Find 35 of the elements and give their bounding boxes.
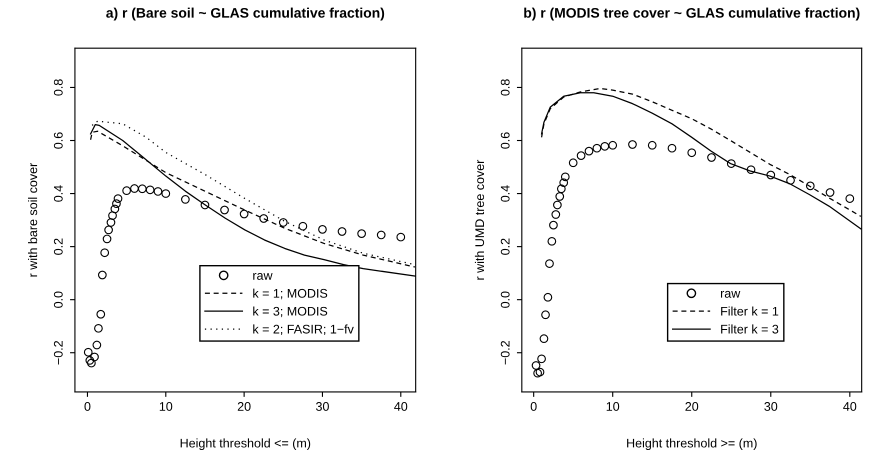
y-tick-label: 0.6	[500, 132, 510, 149]
x-axis-title: Height threshold <= (m)	[180, 438, 310, 450]
x-tick-label: 10	[160, 402, 172, 411]
legend-label: k = 1; MODIS	[253, 288, 328, 300]
y-axis-title: r with UMD tree cover	[474, 160, 484, 280]
y-tick-label: 0.2	[500, 238, 510, 255]
legend-label: raw	[253, 273, 273, 280]
y-tick-label: −0.2	[54, 341, 63, 364]
y-tick-label: 0.4	[54, 185, 63, 202]
y-tick-label: 0.0	[54, 291, 63, 308]
x-tick-label: 20	[238, 402, 251, 411]
y-tick-label: 0.8	[500, 79, 510, 96]
y-tick-label: 0.2	[54, 238, 63, 255]
x-axis-title: Height threshold >= (m)	[627, 438, 757, 450]
x-tick-label: 0	[530, 402, 537, 411]
x-tick-label: 30	[316, 402, 329, 411]
x-tick-label: 20	[685, 402, 698, 411]
legend-label: k = 2; FASIR; 1−fv	[253, 324, 354, 336]
x-tick-label: 40	[843, 402, 856, 411]
legend-label: raw	[720, 290, 740, 298]
legend-label: Filter k = 1	[721, 306, 778, 316]
x-tick-label: 40	[394, 402, 408, 411]
y-tick-label: 0.4	[500, 185, 510, 202]
y-tick-label: 0.6	[54, 132, 63, 149]
y-tick-label: −0.2	[500, 341, 510, 364]
y-tick-label: 0.8	[54, 79, 63, 96]
legend-label: k = 3; MODIS	[253, 306, 328, 318]
x-tick-label: 30	[764, 402, 778, 411]
chart-title: a) r (Bare soil ~ GLAS cumulative fraction)	[106, 8, 384, 21]
x-tick-label: 0	[84, 402, 90, 411]
y-axis-title: r with bare soil cover	[28, 162, 38, 277]
chart-title: b) r (MODIS tree cover ~ GLAS cumulative fraction)	[524, 8, 860, 21]
x-tick-label: 10	[606, 402, 620, 411]
y-tick-label: 0.0	[500, 291, 510, 308]
legend-label: Filter k = 3	[721, 324, 778, 334]
